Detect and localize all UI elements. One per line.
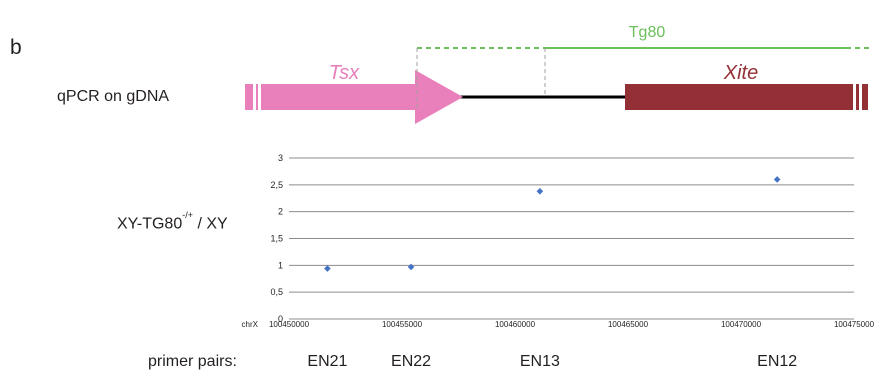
xite-label: Xite [723,62,758,84]
data-point [536,187,544,195]
y-tick-label: 1,5 [270,234,283,244]
data-point [407,263,415,271]
x-tick-labels: 100450000 100455000 100460000 100465000 1004… [269,320,875,329]
data-point [773,176,781,183]
tsx-gap-2 [258,84,261,110]
tg80-label: Tg80 [629,24,666,41]
xite-gene: Xite [625,62,868,110]
x-tick-label: 100450000 [269,320,310,329]
tsx-gene: Tsx [245,62,463,124]
x-tick-label: 100460000 [495,320,536,329]
xite-block [625,84,868,110]
y-tick-label: 2 [278,207,283,217]
primer-label: EN13 [519,353,560,370]
y-axis-label-main: XY-TG80 [117,215,183,233]
x-tick-label: 100470000 [721,320,762,329]
gridlines [289,157,854,320]
primer-pairs-title: primer pairs: [148,353,237,370]
y-axis-label: XY-TG80-/+ / XY [117,210,228,233]
y-tick-label: 0,5 [270,287,283,297]
data-point [324,265,331,272]
tsx-arrow [245,70,463,124]
y-tick-labels: 0 0,5 1 1,5 2 2,5 3 [270,153,283,324]
gene-track: Tsx Xite Tg80 [245,24,872,124]
scatter-chart: 0 0,5 1 1,5 2 2,5 3 100450000 100455000 10046000… [242,153,875,329]
x-tick-label: 100475000 [834,320,875,329]
primer-label: EN21 [307,353,348,370]
y-tick-label: 0 [278,314,283,324]
data-points [324,176,781,272]
x-tick-label: 100465000 [608,320,649,329]
x-axis-prefix: chrX [242,320,259,329]
tsx-label: Tsx [329,62,360,84]
primer-label: EN22 [391,353,432,370]
tsx-gap-1 [253,84,256,110]
y-axis-label-tail: / XY [197,215,228,233]
panel-label: b [10,36,22,59]
row-label: qPCR on gDNA [57,88,170,105]
x-tick-label: 100455000 [382,320,423,329]
y-axis-label-sup: -/+ [182,210,193,220]
y-tick-label: 2,5 [270,180,283,190]
primer-label: EN12 [757,353,798,370]
xite-gap-2 [859,84,862,110]
y-tick-label: 3 [278,153,283,163]
xite-gap-1 [853,84,856,110]
tg80-region: Tg80 [416,24,872,110]
y-tick-label: 1 [278,260,283,270]
